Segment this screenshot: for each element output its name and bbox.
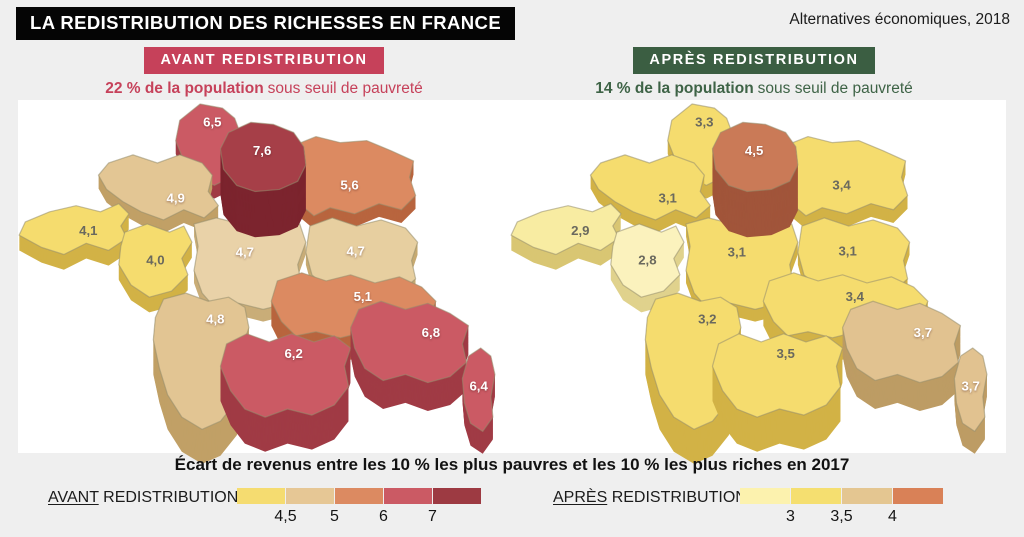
- stat-apres-rest: sous seuil de pauvreté: [757, 80, 913, 97]
- legend-tick: 7: [428, 508, 437, 525]
- region-occitanie-value: 6,2: [284, 346, 302, 361]
- region-bourgogne-franche-comte-value: 3,1: [838, 244, 856, 259]
- region-grand-est-value: 3,4: [832, 177, 851, 192]
- region-ile-de-france-shape: [711, 121, 799, 193]
- region-centre-val-de-loire-value: 4,7: [236, 245, 254, 260]
- region-bretagne-value: 4,1: [79, 223, 97, 238]
- badge-avant-redistribution: AVANT REDISTRIBUTION: [144, 47, 384, 74]
- stat-avant-rest: sous seuil de pauvreté: [267, 80, 423, 97]
- region-corse-shape: [461, 347, 496, 432]
- region-normandie-value: 4,9: [167, 191, 185, 206]
- stat-avant-bold: 22 % de la population: [105, 80, 264, 97]
- region-nouvelle-aquitaine-value: 3,2: [698, 312, 716, 327]
- region-occitanie-shape: [219, 333, 352, 418]
- legend-tick: 4,5: [274, 508, 297, 525]
- badge-apres-redistribution: APRÈS REDISTRIBUTION: [633, 47, 875, 74]
- legend-swatch-3: [335, 488, 383, 504]
- legend-label-avant: AVANT REDISTRIBUTION: [48, 489, 238, 507]
- region-provence-alpes-cote-d-azur-shape: [841, 300, 962, 384]
- legend-swatch-2: [791, 488, 841, 504]
- legend-color-strip: [740, 488, 943, 504]
- chart-caption: Écart de revenus entre les 10 % les plus…: [174, 455, 850, 474]
- legend-label-apres-rest: REDISTRIBUTION: [611, 489, 747, 506]
- region-provence-alpes-cote-d-azur-shape: [349, 300, 470, 384]
- region-centre-val-de-loire-value: 3,1: [728, 245, 746, 260]
- legend-swatch-1: [740, 488, 790, 504]
- region-auvergne-rhone-alpes-value: 5,1: [354, 289, 372, 304]
- legend-swatch-2: [286, 488, 334, 504]
- region-auvergne-rhone-alpes-value: 3,4: [846, 289, 865, 304]
- region-ile-de-france-value: 7,6: [253, 143, 271, 158]
- region-hauts-de-france-value: 6,5: [203, 114, 221, 129]
- region-provence-alpes-cote-d-azur-value: 3,7: [914, 325, 932, 340]
- region-bretagne-shape: [510, 203, 622, 256]
- legend-color-strip: [237, 488, 481, 504]
- region-bretagne-value: 2,9: [571, 223, 589, 238]
- region-pays-de-la-loire-shape: [610, 223, 685, 298]
- region-occitanie-shape: [711, 333, 844, 418]
- stat-apres-poverty: 14 % de la population sous seuil de pauvr…: [514, 80, 994, 98]
- region-occitanie-value: 3,5: [776, 346, 794, 361]
- region-provence-alpes-cote-d-azur-value: 6,8: [422, 325, 440, 340]
- region-pays-de-la-loire-value: 4,0: [146, 253, 164, 268]
- legend-tick: 6: [379, 508, 388, 525]
- region-normandie-shape: [589, 154, 712, 221]
- region-hauts-de-france-value: 3,3: [695, 114, 713, 129]
- source-credit: Alternatives économiques, 2018: [789, 11, 1010, 28]
- legend-tick: 5: [330, 508, 339, 525]
- region-grand-est-value: 5,6: [340, 177, 358, 192]
- region-normandie-value: 3,1: [659, 191, 677, 206]
- region-bourgogne-franche-comte-value: 4,7: [346, 244, 364, 259]
- region-corse-shape: [953, 347, 988, 432]
- region-normandie-shape: [97, 154, 220, 221]
- legend-tick: 3,5: [830, 508, 853, 525]
- map-avant-redistribution: 5,6 6,5 4,9 4,1 4,0 4,7 4,7 4,8 5,1 6,2 6,8 6,4 7,6: [18, 103, 496, 464]
- stat-apres-bold: 14 % de la population: [595, 80, 754, 97]
- header-apres: APRÈS REDISTRIBUTION 14 % de la populati…: [514, 47, 994, 98]
- region-nouvelle-aquitaine-value: 4,8: [206, 312, 224, 327]
- legend-scale-avant: 4,5 5 6 7: [237, 488, 481, 530]
- legend-swatch-4: [893, 488, 943, 504]
- legend-scale-apres: 3 3,5 4: [740, 488, 943, 530]
- legend-label-apres-word: APRÈS: [553, 489, 608, 506]
- legend-swatch-3: [842, 488, 892, 504]
- legend-tick: 4: [888, 508, 897, 525]
- legend-label-avant-rest: REDISTRIBUTION: [103, 489, 239, 506]
- region-pays-de-la-loire-shape: [118, 223, 193, 298]
- legend-label-apres: APRÈS REDISTRIBUTION: [553, 489, 747, 507]
- legend-label-avant-word: AVANT: [48, 489, 99, 506]
- map-apres-redistribution: 3,4 3,3 3,1 2,9 2,8 3,1 3,1 3,2 3,4 3,5 3,7 3,7 4,5: [510, 103, 988, 464]
- stat-avant-poverty: 22 % de la population sous seuil de pauvr…: [24, 80, 504, 98]
- header-avant: AVANT REDISTRIBUTION 22 % de la populati…: [24, 47, 504, 98]
- legend-swatch-1: [237, 488, 285, 504]
- legend-swatch-4: [384, 488, 432, 504]
- region-pays-de-la-loire-value: 2,8: [638, 253, 656, 268]
- region-ile-de-france-shape: [219, 121, 307, 193]
- legend-tick: 3: [786, 508, 795, 525]
- region-corse-value: 3,7: [961, 379, 979, 394]
- region-ile-de-france-value: 4,5: [745, 143, 763, 158]
- region-corse-value: 6,4: [469, 379, 488, 394]
- page-title: LA REDISTRIBUTION DES RICHESSES EN FRANC…: [16, 7, 516, 40]
- legend-swatch-5: [433, 488, 481, 504]
- region-bretagne-shape: [18, 203, 130, 256]
